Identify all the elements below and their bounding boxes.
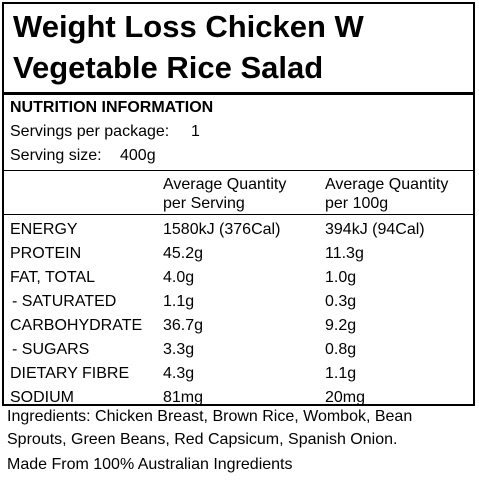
product-title-line-2: Vegetable Rice Salad <box>13 50 324 85</box>
nutrient-per-serving: 81mg <box>163 389 204 406</box>
nutrient-per-100g: 0.8g <box>325 341 357 358</box>
nutrient-per-100g: 9.2g <box>325 317 357 334</box>
nutrient-per-100g: 1.1g <box>325 365 357 382</box>
nutrient-per-serving: 36.7g <box>163 317 204 334</box>
per-100g-header-line-1: Average Quantity <box>325 176 449 193</box>
nutrient-name: - SATURATED <box>12 293 117 310</box>
ingredients-line-2: Sprouts, Green Beans, Red Capsicum, Span… <box>7 431 398 448</box>
header-divider <box>4 170 473 171</box>
nutrient-per-serving: 1580kJ (376Cal) <box>163 221 281 238</box>
ingredients-line-1: Ingredients: Chicken Breast, Brown Rice,… <box>7 408 413 425</box>
title-divider <box>4 92 473 95</box>
nutrient-per-serving: 4.0g <box>163 269 195 286</box>
nutrient-per-serving: 4.3g <box>163 365 195 382</box>
nutrition-label: Weight Loss Chicken W Vegetable Rice Sal… <box>2 2 475 406</box>
nutrient-name: PROTEIN <box>10 245 82 262</box>
per-serving-header-line-1: Average Quantity <box>163 176 287 193</box>
nutrient-per-100g: 11.3g <box>325 245 364 262</box>
origin-statement: Made From 100% Australian Ingredients <box>7 456 293 473</box>
product-title-line-1: Weight Loss Chicken W <box>13 9 364 44</box>
nutrition-heading: NUTRITION INFORMATION <box>10 99 214 116</box>
nutrient-per-serving: 1.1g <box>163 293 195 310</box>
nutrient-name: - SUGARS <box>12 341 90 358</box>
per-100g-header-line-2: per 100g <box>325 195 389 212</box>
nutrient-per-100g: 1.0g <box>325 269 357 286</box>
nutrient-name: FAT, TOTAL <box>10 269 96 286</box>
servings-per-package-label: Servings per package: <box>10 123 170 140</box>
nutrient-per-serving: 3.3g <box>163 341 195 358</box>
nutrient-per-100g: 394kJ (94Cal) <box>325 221 425 238</box>
table-divider <box>4 214 473 215</box>
serving-size-value: 400g <box>120 147 156 164</box>
product-title: Weight Loss Chicken W Vegetable Rice Sal… <box>13 6 473 88</box>
nutrient-per-100g: 0.3g <box>325 293 357 310</box>
nutrient-per-100g: 20mg <box>325 389 366 406</box>
servings-per-package-value: 1 <box>191 123 200 140</box>
per-serving-header-line-2: per Serving <box>163 195 245 212</box>
nutrient-name: CARBOHYDRATE <box>10 317 143 334</box>
nutrient-name: SODIUM <box>10 389 74 406</box>
nutrient-per-serving: 45.2g <box>163 245 204 262</box>
ingredients-text: Ingredients: Chicken Breast, Brown Rice,… <box>7 405 477 451</box>
nutrient-name: ENERGY <box>10 221 78 238</box>
serving-size-label: Serving size: <box>10 147 102 164</box>
nutrient-name: DIETARY FIBRE <box>10 365 130 382</box>
